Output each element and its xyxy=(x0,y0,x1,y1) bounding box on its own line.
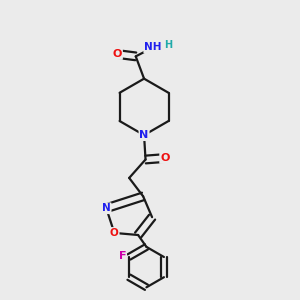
Text: N: N xyxy=(140,130,149,140)
Text: O: O xyxy=(160,153,170,163)
Text: F: F xyxy=(118,250,126,260)
Text: N: N xyxy=(102,203,111,213)
Text: O: O xyxy=(112,49,122,59)
Text: H: H xyxy=(164,40,172,50)
Text: NH: NH xyxy=(144,43,162,52)
Text: O: O xyxy=(110,228,119,238)
